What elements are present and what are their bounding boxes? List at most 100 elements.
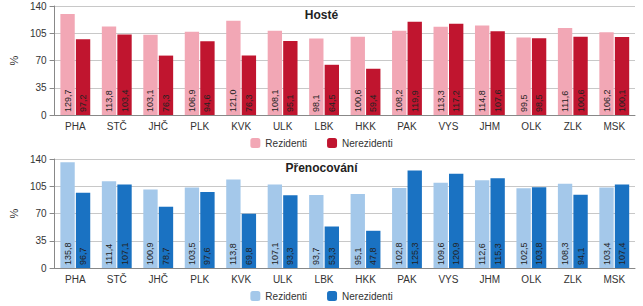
svg-text:121,0: 121,0 xyxy=(228,89,238,112)
svg-text:102,5: 102,5 xyxy=(519,242,529,265)
svg-text:117,2: 117,2 xyxy=(451,90,461,112)
svg-text:107,6: 107,6 xyxy=(493,89,503,112)
svg-text:JHM: JHM xyxy=(480,121,501,132)
svg-text:ZLK: ZLK xyxy=(564,121,583,132)
svg-text:Hosté: Hosté xyxy=(305,8,339,22)
svg-text:107,1: 107,1 xyxy=(270,242,280,265)
svg-text:Přenocování: Přenocování xyxy=(285,161,358,175)
svg-text:LBK: LBK xyxy=(315,274,334,285)
svg-text:140: 140 xyxy=(30,1,47,12)
svg-text:78,7: 78,7 xyxy=(161,247,171,265)
svg-text:120,9: 120,9 xyxy=(451,242,461,265)
svg-text:100,9: 100,9 xyxy=(145,242,155,265)
svg-text:103,4: 103,4 xyxy=(602,242,612,265)
svg-text:KVK: KVK xyxy=(231,274,251,285)
svg-text:PHA: PHA xyxy=(65,274,86,285)
svg-text:ULK: ULK xyxy=(273,274,293,285)
svg-text:OLK: OLK xyxy=(521,121,541,132)
svg-text:Rezidenti: Rezidenti xyxy=(265,291,307,302)
svg-text:103,8: 103,8 xyxy=(534,242,544,265)
svg-text:113,8: 113,8 xyxy=(228,243,238,265)
svg-text:STČ: STČ xyxy=(107,273,127,285)
svg-text:PAK: PAK xyxy=(397,121,417,132)
svg-text:HKK: HKK xyxy=(355,121,376,132)
svg-text:70: 70 xyxy=(35,55,47,66)
svg-text:OLK: OLK xyxy=(521,274,541,285)
svg-text:JHČ: JHČ xyxy=(149,273,168,285)
svg-text:105: 105 xyxy=(30,181,47,192)
svg-text:MSK: MSK xyxy=(603,274,625,285)
svg-text:108,3: 108,3 xyxy=(560,242,570,265)
svg-text:0: 0 xyxy=(41,263,47,274)
svg-text:140: 140 xyxy=(30,154,47,165)
svg-text:HKK: HKK xyxy=(355,274,376,285)
svg-text:VYS: VYS xyxy=(438,274,458,285)
svg-text:35: 35 xyxy=(35,82,47,93)
svg-text:PAK: PAK xyxy=(397,274,417,285)
svg-text:MSK: MSK xyxy=(603,121,625,132)
svg-text:KVK: KVK xyxy=(231,121,251,132)
svg-text:95,1: 95,1 xyxy=(285,94,295,112)
svg-text:JHM: JHM xyxy=(480,274,501,285)
svg-text:VYS: VYS xyxy=(438,121,458,132)
svg-text:59,4: 59,4 xyxy=(368,94,378,112)
svg-text:100,1: 100,1 xyxy=(617,89,627,112)
svg-text:93,7: 93,7 xyxy=(311,247,321,265)
svg-text:111,4: 111,4 xyxy=(104,244,114,265)
svg-text:%: % xyxy=(8,208,20,218)
svg-text:76,3: 76,3 xyxy=(161,94,171,112)
svg-text:107,1: 107,1 xyxy=(120,242,130,265)
svg-text:64,5: 64,5 xyxy=(327,94,337,112)
svg-text:JHČ: JHČ xyxy=(149,120,168,132)
svg-text:113,8: 113,8 xyxy=(104,90,114,112)
svg-text:76,3: 76,3 xyxy=(244,94,254,112)
svg-text:102,8: 102,8 xyxy=(394,242,404,265)
svg-text:99,5: 99,5 xyxy=(519,94,529,112)
svg-text:ULK: ULK xyxy=(273,121,293,132)
svg-text:107,4: 107,4 xyxy=(617,242,627,265)
svg-text:0: 0 xyxy=(41,110,47,121)
svg-text:97,2: 97,2 xyxy=(78,94,88,112)
svg-text:Rezidenti: Rezidenti xyxy=(265,138,307,149)
svg-text:Nerezidenti: Nerezidenti xyxy=(342,291,393,302)
svg-text:%: % xyxy=(8,55,20,65)
svg-text:103,1: 103,1 xyxy=(145,89,155,112)
svg-text:PHA: PHA xyxy=(65,121,86,132)
svg-text:98,1: 98,1 xyxy=(311,94,321,112)
svg-text:109,6: 109,6 xyxy=(436,242,446,265)
svg-text:100,6: 100,6 xyxy=(353,89,363,112)
svg-text:97,6: 97,6 xyxy=(202,247,212,265)
svg-text:111,6: 111,6 xyxy=(560,91,570,112)
svg-text:70: 70 xyxy=(35,208,47,219)
svg-text:94,1: 94,1 xyxy=(576,247,586,265)
svg-text:35: 35 xyxy=(35,235,47,246)
svg-text:47,8: 47,8 xyxy=(368,247,378,265)
svg-text:94,6: 94,6 xyxy=(202,94,212,112)
svg-text:LBK: LBK xyxy=(315,121,334,132)
svg-text:PLK: PLK xyxy=(190,121,209,132)
svg-text:98,5: 98,5 xyxy=(534,94,544,112)
svg-text:129,7: 129,7 xyxy=(63,89,73,112)
svg-text:69,8: 69,8 xyxy=(244,247,254,265)
svg-text:ZLK: ZLK xyxy=(564,274,583,285)
svg-text:Nerezidenti: Nerezidenti xyxy=(342,138,393,149)
svg-text:53,3: 53,3 xyxy=(327,247,337,265)
svg-text:113,3: 113,3 xyxy=(436,90,446,112)
svg-text:PLK: PLK xyxy=(190,274,209,285)
svg-text:114,8: 114,8 xyxy=(477,90,487,112)
svg-text:108,2: 108,2 xyxy=(394,89,404,112)
svg-text:108,1: 108,1 xyxy=(270,89,280,112)
svg-text:106,9: 106,9 xyxy=(187,89,197,112)
svg-text:103,5: 103,5 xyxy=(187,242,197,265)
svg-text:100,6: 100,6 xyxy=(576,89,586,112)
svg-text:105: 105 xyxy=(30,28,47,39)
svg-text:115,3: 115,3 xyxy=(493,243,503,265)
svg-text:93,3: 93,3 xyxy=(285,247,295,265)
svg-text:112,6: 112,6 xyxy=(477,243,487,265)
svg-text:STČ: STČ xyxy=(107,120,127,132)
svg-text:135,8: 135,8 xyxy=(63,242,73,265)
svg-text:125,3: 125,3 xyxy=(410,242,420,265)
svg-text:119,9: 119,9 xyxy=(410,90,420,112)
svg-text:103,4: 103,4 xyxy=(120,89,130,112)
svg-text:96,7: 96,7 xyxy=(78,247,88,265)
